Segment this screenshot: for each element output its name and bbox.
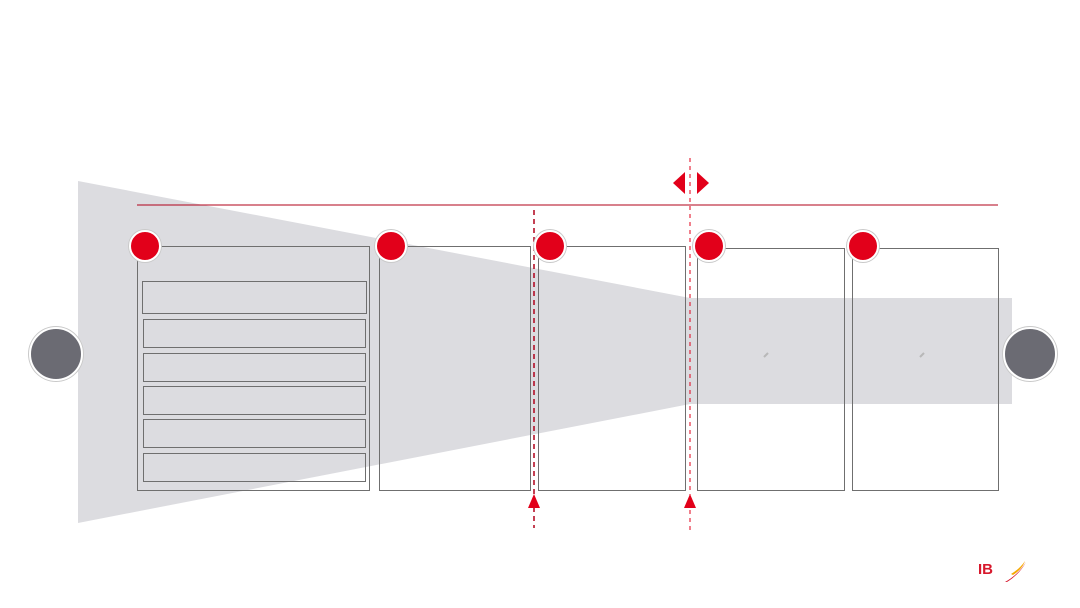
- iberia-logo-icon: IB: [978, 558, 1032, 586]
- step1-item: [143, 353, 366, 382]
- step-badge-1: [129, 230, 161, 262]
- step-box-3: [538, 246, 686, 491]
- step-box-2: [379, 246, 531, 491]
- step-box-5: [852, 248, 999, 491]
- pencil-mark-icon: [763, 352, 769, 358]
- start-node: [29, 327, 83, 381]
- step-box-1: [137, 246, 370, 491]
- step1-item: [143, 386, 366, 415]
- step1-item: [143, 419, 366, 448]
- step-badge-4: [693, 230, 725, 262]
- pencil-mark-icon: [919, 352, 925, 358]
- step1-item: [143, 453, 366, 482]
- step1-item: [143, 319, 366, 348]
- funnel-shape: [78, 181, 1012, 523]
- step-badge-5: [847, 230, 879, 262]
- step1-item: [142, 281, 367, 314]
- up-arrow-icon: [684, 494, 696, 508]
- end-node: [1003, 327, 1057, 381]
- logo-swoosh: [1005, 561, 1026, 582]
- logo-text: IB: [978, 561, 993, 578]
- step-badge-2: [375, 230, 407, 262]
- step-box-4: [697, 248, 845, 491]
- step-badge-3: [534, 230, 566, 262]
- left-right-arrow-icon: [673, 172, 709, 194]
- up-arrow-icon: [528, 494, 540, 508]
